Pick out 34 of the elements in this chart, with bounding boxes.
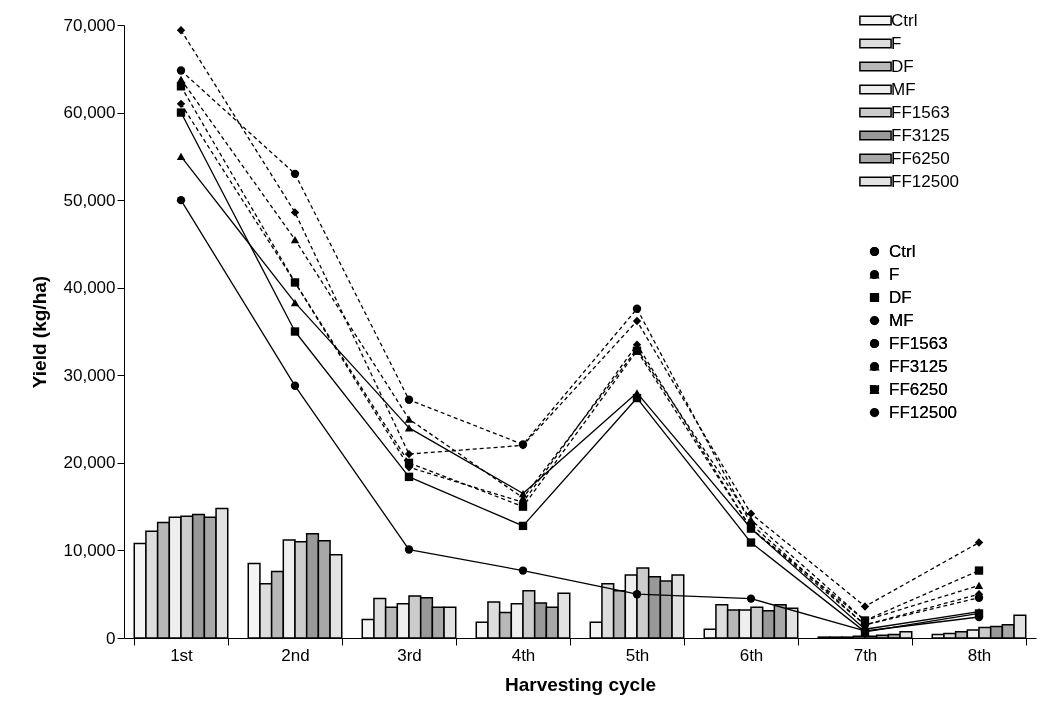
y-tick-label: 10,000 <box>63 540 116 560</box>
legend-label: Ctrl <box>889 241 916 261</box>
y-tick-label: 70,000 <box>63 15 116 35</box>
legend-label: FF3125 <box>889 356 948 376</box>
x-tick-label: 6th <box>739 645 764 665</box>
legend-label: FF6250 <box>889 379 948 399</box>
legend-label: FF12500 <box>889 402 958 422</box>
x-tick-label: 7th <box>853 645 878 665</box>
y-tick-label: 0 <box>106 628 116 648</box>
legend-label: F <box>891 33 902 53</box>
legend-label: FF1563 <box>891 102 950 122</box>
x-tick-label: 3rd <box>397 645 422 665</box>
legend-label: FF3125 <box>891 125 950 145</box>
legend-label: DF <box>889 287 912 307</box>
legend-label: FF6250 <box>891 148 950 168</box>
x-tick-label: 2nd <box>281 645 310 665</box>
legend-label: Ctrl <box>891 10 918 30</box>
y-tick-label: 50,000 <box>63 190 116 210</box>
y-tick-label: 40,000 <box>63 278 116 298</box>
y-axis-title: Yield (kg/ha) <box>28 275 50 389</box>
legend-label: FF1563 <box>889 333 948 353</box>
legend-label: FF12500 <box>891 171 960 191</box>
y-tick-label: 30,000 <box>63 365 116 385</box>
y-tick-label: 60,000 <box>63 103 116 123</box>
x-tick-label: 5th <box>625 645 650 665</box>
y-tick-label: 20,000 <box>63 453 116 473</box>
x-axis-title: Harvesting cycle <box>504 673 657 695</box>
legend-label: MF <box>889 310 914 330</box>
x-tick-label: 4th <box>511 645 536 665</box>
legend-label: DF <box>891 56 914 76</box>
legend-label: MF <box>891 79 916 99</box>
x-tick-label: 8th <box>967 645 992 665</box>
x-tick-label: 1st <box>170 645 194 665</box>
legend-label: F <box>889 264 900 284</box>
